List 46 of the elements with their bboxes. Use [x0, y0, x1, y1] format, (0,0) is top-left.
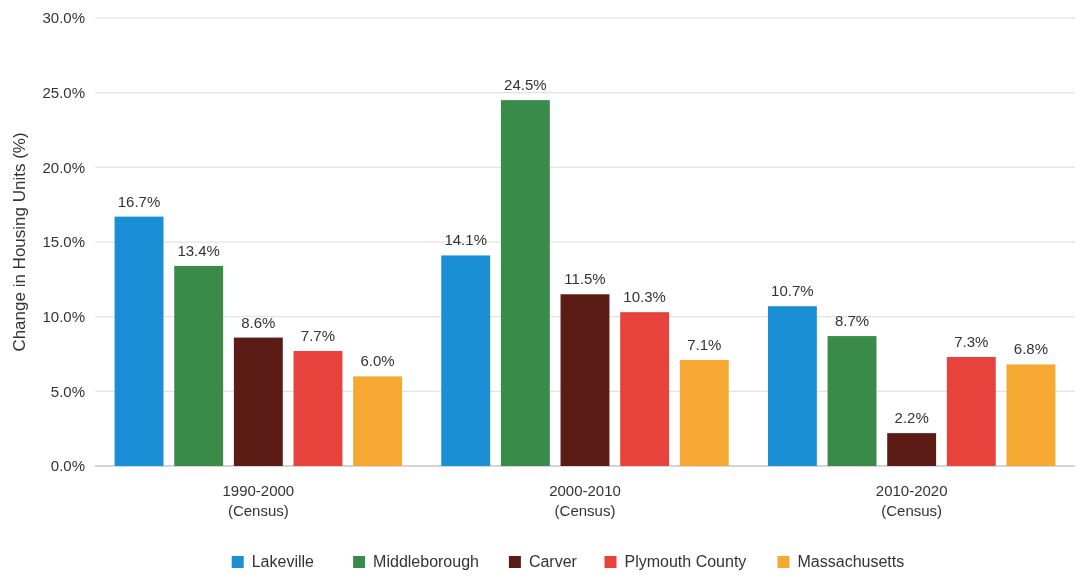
- bar: [560, 294, 610, 466]
- y-axis-title: Change in Housing Units (%): [10, 132, 29, 352]
- y-tick-label: 10.0%: [42, 307, 85, 325]
- data-label: 7.1%: [687, 335, 722, 353]
- legend-label: Middleborough: [373, 553, 479, 570]
- data-label: 16.7%: [117, 192, 161, 210]
- y-tick-label: 20.0%: [42, 158, 85, 176]
- x-tick-label: 2010-2020 (Census): [875, 482, 948, 519]
- data-label: 6.0%: [360, 352, 395, 370]
- data-label: 14.1%: [444, 231, 487, 249]
- y-tick-label: 25.0%: [42, 83, 85, 101]
- data-label: 11.5%: [564, 270, 606, 288]
- y-tick-label: 30.0%: [42, 9, 85, 27]
- bar: [620, 312, 670, 466]
- data-label: 8.6%: [241, 313, 276, 331]
- data-label: 2.2%: [894, 409, 929, 427]
- y-tick-label: 0.0%: [50, 457, 85, 475]
- bar: [353, 376, 403, 466]
- legend-label: Massachusetts: [797, 553, 905, 570]
- y-tick-label: 15.0%: [42, 233, 85, 251]
- bar: [679, 359, 729, 466]
- bar: [946, 356, 996, 466]
- legend-label: Carver: [528, 553, 578, 570]
- bar: [174, 265, 224, 466]
- bar: [233, 337, 283, 466]
- y-tick-label: 5.0%: [50, 382, 85, 400]
- legend-label: Lakeville: [251, 553, 315, 570]
- data-label: 13.4%: [177, 241, 220, 259]
- bar: [293, 351, 343, 466]
- bar: [1006, 364, 1056, 466]
- data-label: 8.7%: [834, 312, 870, 330]
- bar: [767, 306, 817, 466]
- data-label: 10.3%: [623, 288, 666, 306]
- legend-label: Plymouth County: [624, 553, 747, 570]
- bar: [827, 336, 877, 466]
- x-tick-label: 2000-2010 (Census): [549, 482, 621, 519]
- data-label: 6.8%: [1013, 340, 1049, 358]
- data-label: 10.7%: [771, 282, 814, 300]
- data-label: 24.5%: [504, 76, 547, 94]
- bar: [887, 433, 937, 466]
- x-tick-label: 1990-2000 (Census): [222, 482, 295, 519]
- bar: [441, 255, 491, 466]
- data-label: 7.3%: [954, 332, 989, 350]
- data-label: 7.7%: [300, 327, 336, 345]
- bar: [114, 216, 164, 466]
- bar: [500, 100, 550, 466]
